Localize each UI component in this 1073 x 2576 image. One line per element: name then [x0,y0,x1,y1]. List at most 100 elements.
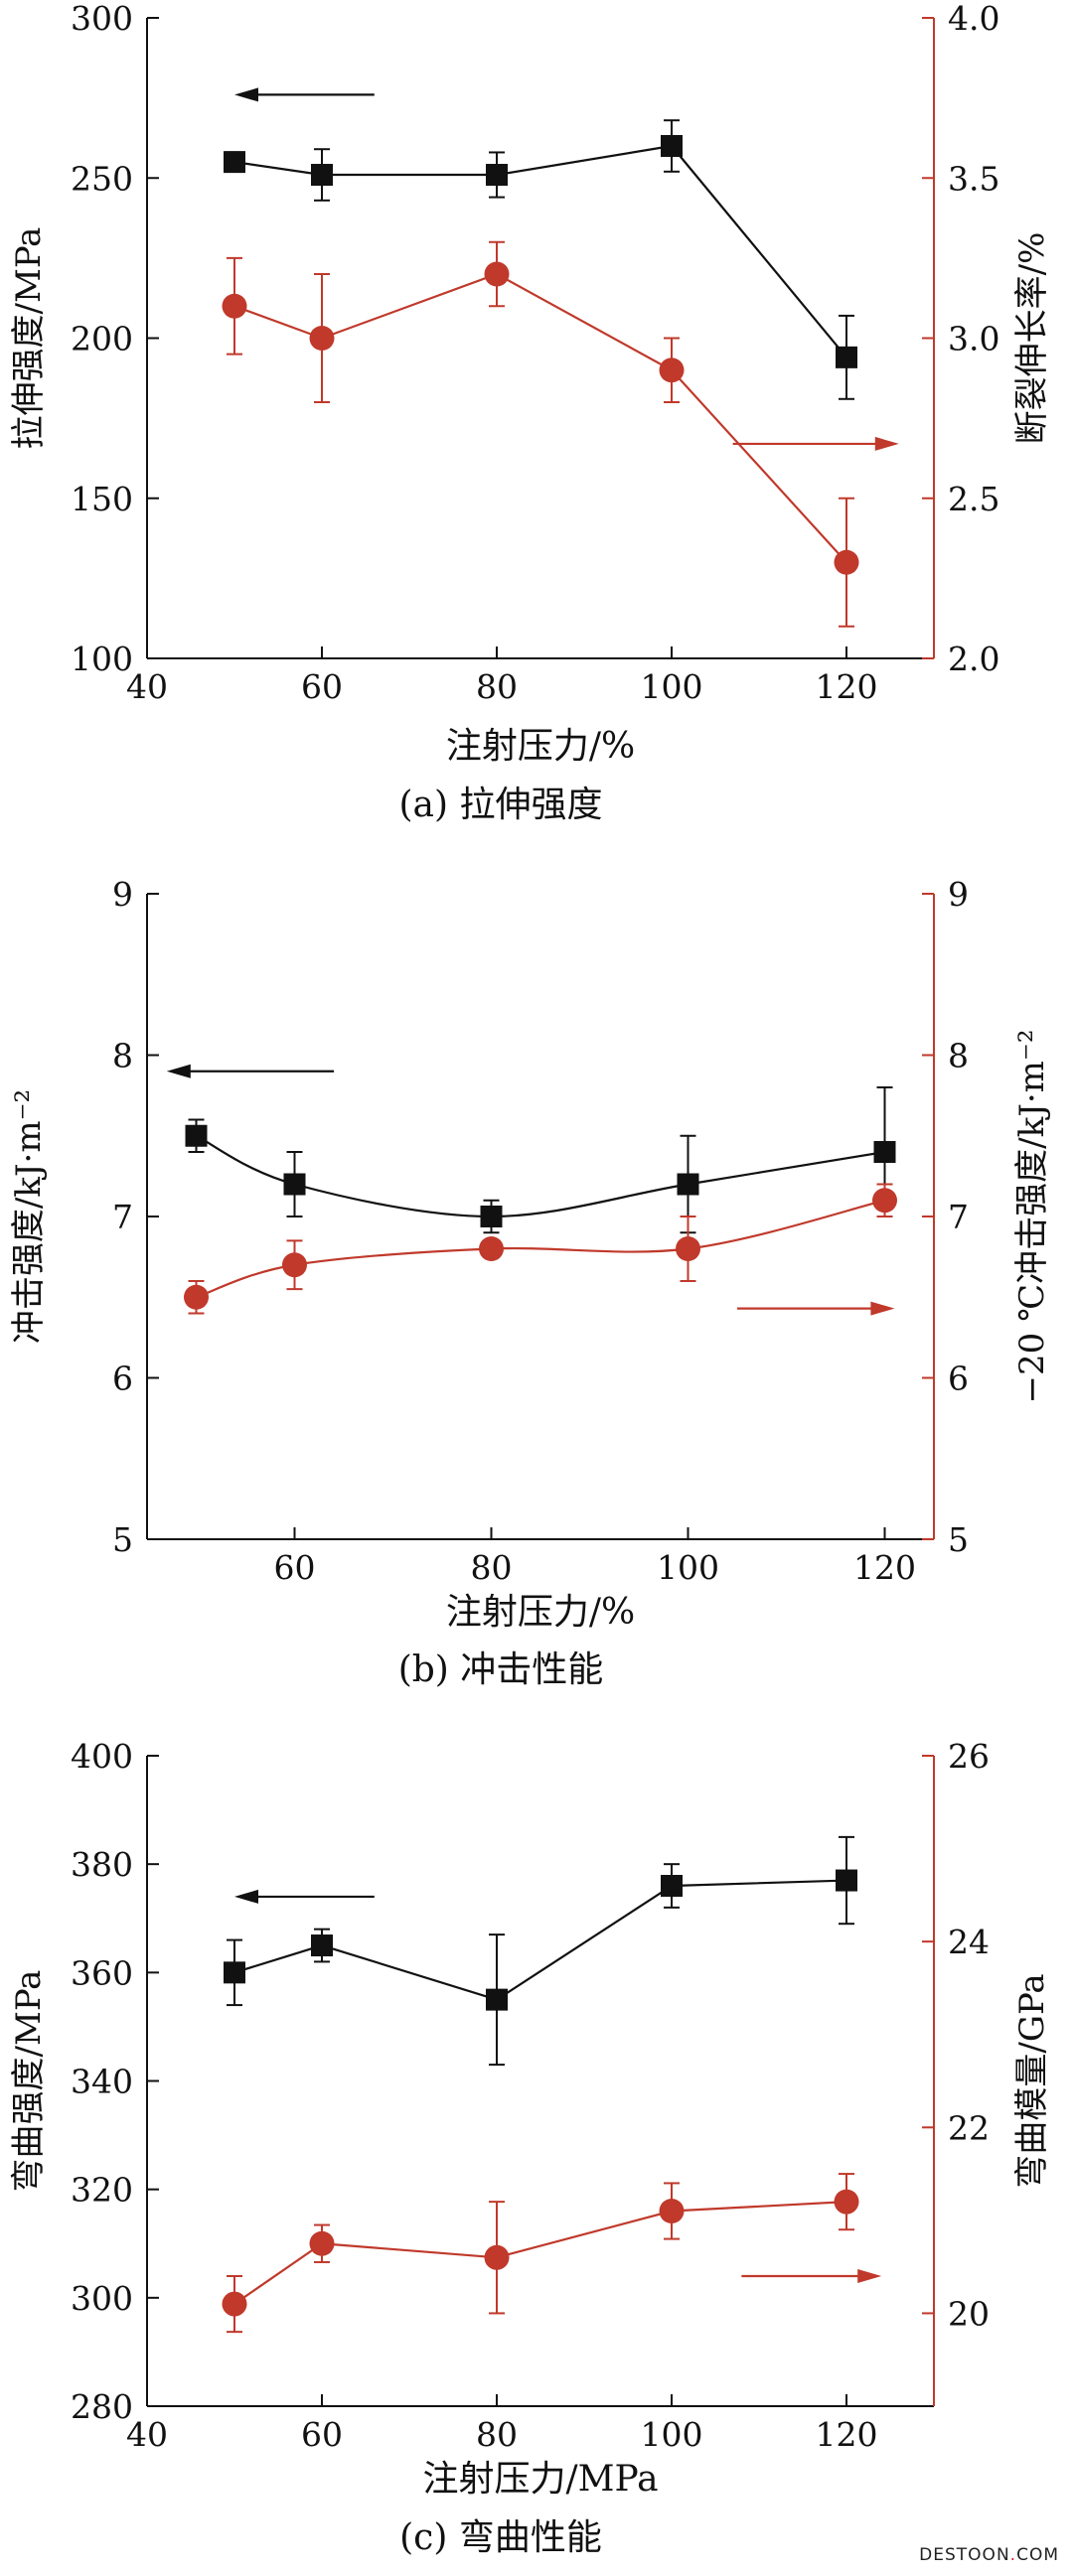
arrow-right-head [874,436,899,451]
right-y-axis-label: 断裂伸长率/% [1012,232,1052,445]
right-y-axis-label: 弯曲模量/GPa [1012,1973,1052,2188]
right-y-tick-label: 8 [948,1037,969,1075]
data-point-square [661,1875,683,1897]
left-y-tick-label: 7 [112,1198,133,1236]
series-left-line [196,1134,885,1218]
data-point-circle [676,1236,700,1261]
left-y-tick-label: 8 [112,1037,133,1075]
left-y-tick-label: 400 [71,1737,133,1776]
data-point-circle [479,1236,504,1261]
x-tick-label: 80 [476,2415,518,2454]
data-point-circle [309,2230,335,2256]
right-y-tick-label: 22 [948,2108,990,2147]
left-y-axis-label: 冲击强度/kJ·m⁻² [9,1089,49,1344]
x-tick-label: 100 [641,667,703,706]
right-y-tick-label: 7 [948,1198,969,1236]
data-point-square [661,135,683,157]
x-axis-label: 注射压力/MPa [422,2459,658,2500]
right-y-tick-label: 5 [948,1520,969,1559]
arrow-right-head [870,1301,895,1316]
x-tick-label: 120 [816,2415,878,2454]
series-right-line [233,272,847,563]
data-point-circle [484,261,510,287]
left-y-tick-label: 9 [112,875,133,914]
right-y-axis-label: −20 ℃冲击强度/kJ·m⁻² [1012,1030,1052,1404]
x-tick-label: 80 [471,1548,513,1587]
arrow-left-head [234,1889,258,1904]
watermark-suffix: COM [1016,2545,1059,2565]
x-tick-label: 80 [476,667,518,706]
right-y-tick-label: 2.0 [948,640,999,678]
arrow-left-head [166,1064,191,1078]
data-point-circle [484,2244,510,2270]
watermark-dot: . [1009,2545,1017,2565]
watermark: DESTOON.COM [919,2545,1059,2565]
left-y-tick-label: 300 [71,2279,133,2318]
right-y-tick-label: 9 [948,875,969,914]
data-point-square [836,1869,857,1892]
x-tick-label: 60 [301,667,343,706]
left-y-tick-label: 360 [71,1953,133,1992]
x-tick-label: 40 [126,2415,168,2454]
data-point-square [311,1934,333,1957]
data-point-square [480,1206,503,1227]
right-y-tick-label: 3.5 [948,159,999,198]
data-point-square [486,164,508,187]
chart-caption: (c) 弯曲性能 [399,2517,602,2558]
data-point-square [873,1141,896,1163]
chart-a: 40 60 80 100 120 100 150 200 250 300 2.0 2.5 3.0 3.5 4… [9,0,1052,825]
left-y-tick-label: 5 [112,1520,133,1559]
left-y-tick-label: 380 [71,1845,133,1884]
x-axis-label: 注射压力/% [446,726,635,767]
right-y-tick-label: 26 [948,1737,990,1776]
chart-caption: (b) 冲击性能 [398,1649,604,1690]
data-point-square [677,1173,699,1196]
x-tick-label: 40 [126,667,168,706]
arrow-left-head [234,87,258,102]
chart-b: 60 80 100 120 5 6 7 8 9 5 6 7 8 9 注射压力/% 冲击强度/kJ·m⁻² −20… [9,875,1052,1690]
right-y-tick-label: 24 [948,1923,990,1961]
left-y-tick-label: 250 [71,159,133,198]
x-tick-label: 100 [641,2415,703,2454]
data-point-square [224,1961,245,1984]
arrow-right-head [857,2269,882,2283]
data-point-square [283,1173,306,1196]
left-y-axis-label: 弯曲强度/MPa [9,1970,49,2193]
x-axis-label: 注射压力/% [446,1592,635,1633]
x-tick-label: 120 [853,1548,916,1587]
data-point-square [836,346,857,368]
data-point-circle [222,293,247,319]
data-point-circle [872,1188,897,1214]
data-point-circle [184,1284,209,1310]
left-y-tick-label: 340 [71,2063,133,2101]
right-y-tick-label: 6 [948,1360,969,1398]
data-point-circle [282,1252,307,1278]
data-point-circle [309,326,335,351]
watermark-text: DESTOON [919,2545,1010,2565]
left-y-axis-label: 拉伸强度/MPa [9,227,49,450]
data-point-square [224,151,245,174]
left-y-tick-label: 280 [71,2387,133,2426]
data-point-square [185,1124,208,1147]
left-y-tick-label: 300 [71,0,133,38]
x-tick-label: 60 [274,1548,316,1587]
right-y-tick-label: 4.0 [948,0,999,38]
series-right-line [196,1199,885,1299]
x-tick-label: 60 [301,2415,343,2454]
data-point-circle [659,358,685,383]
left-y-tick-label: 200 [71,320,133,358]
data-point-square [486,1988,508,2011]
data-point-circle [222,2291,247,2317]
right-y-tick-label: 2.5 [948,480,999,518]
data-point-circle [834,2189,859,2215]
left-y-tick-label: 100 [71,640,133,678]
left-y-tick-label: 150 [71,480,133,518]
x-tick-label: 120 [816,667,878,706]
data-point-circle [834,549,859,575]
left-y-tick-label: 6 [112,1360,133,1398]
chart-caption: (a) 拉伸强度 [399,785,603,825]
x-tick-label: 100 [657,1548,719,1587]
right-y-tick-label: 20 [948,2294,990,2333]
